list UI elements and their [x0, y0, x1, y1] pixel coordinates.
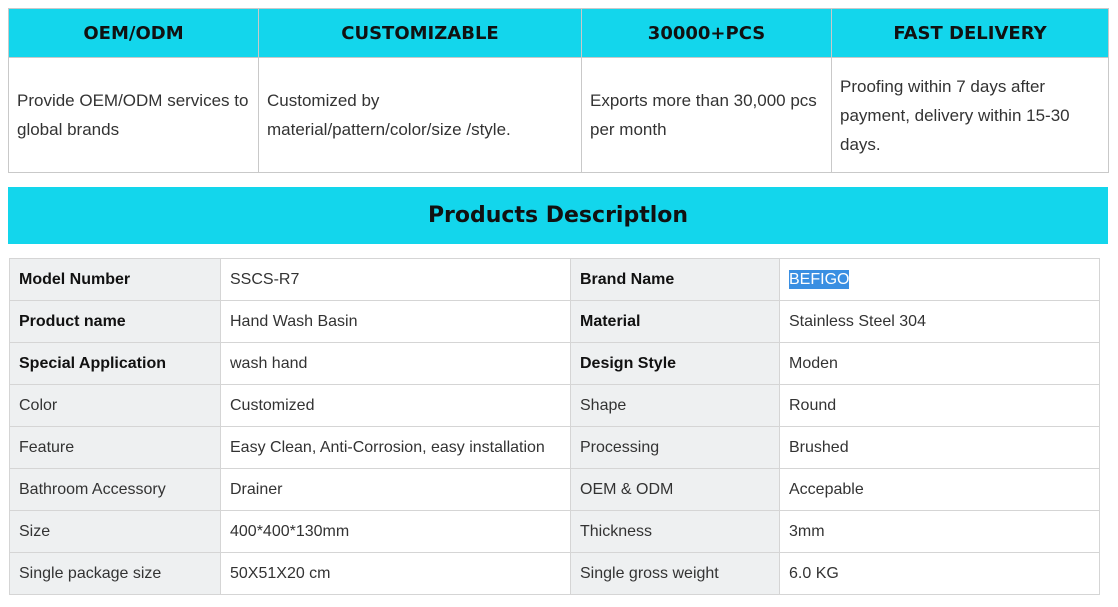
spec-value: SSCS-R7 — [220, 258, 571, 301]
spec-value: Round — [779, 384, 1100, 427]
features-table: OEM/ODM CUSTOMIZABLE 30000+PCS FAST DELI… — [8, 8, 1109, 173]
spec-label: Thickness — [570, 510, 780, 553]
table-row: Color Customized Shape Round — [9, 384, 1100, 427]
spec-value: Accepable — [779, 468, 1100, 511]
feature-description-customizable: Customized by material/pattern/color/siz… — [258, 57, 582, 173]
table-row: Bathroom Accessory Drainer OEM & ODM Acc… — [9, 468, 1100, 511]
feature-header-fast-delivery: FAST DELIVERY — [831, 8, 1109, 58]
spec-label: Special Application — [9, 342, 221, 385]
selected-text[interactable]: BEFIGO — [789, 269, 850, 289]
table-row: Feature Easy Clean, Anti-Corrosion, easy… — [9, 426, 1100, 469]
spec-value: 3mm — [779, 510, 1100, 553]
spec-value: 50X51X20 cm — [220, 552, 571, 595]
table-row: Product name Hand Wash Basin Material St… — [9, 300, 1100, 343]
spec-value: 6.0 KG — [779, 552, 1100, 595]
feature-description-oem-odm: Provide OEM/ODM services to global brand… — [8, 57, 259, 173]
table-row: Single package size 50X51X20 cm Single g… — [9, 552, 1100, 595]
section-title: Products Descriptlon — [427, 203, 689, 228]
spec-label: Model Number — [9, 258, 221, 301]
spec-value: wash hand — [220, 342, 571, 385]
spec-value: Customized — [220, 384, 571, 427]
feature-header-oem-odm: OEM/ODM — [8, 8, 259, 58]
spec-label: Single package size — [9, 552, 221, 595]
spec-label: Size — [9, 510, 221, 553]
spec-label: Product name — [9, 300, 221, 343]
spec-value: Easy Clean, Anti-Corrosion, easy install… — [220, 426, 571, 469]
specs-table: Model Number SSCS-R7 Brand Name BEFIGO P… — [9, 258, 1100, 595]
spec-value: 400*400*130mm — [220, 510, 571, 553]
spec-value: Stainless Steel 304 — [779, 300, 1100, 343]
features-header-row: OEM/ODM CUSTOMIZABLE 30000+PCS FAST DELI… — [8, 8, 1109, 58]
table-row: Special Application wash hand Design Sty… — [9, 342, 1100, 385]
table-row: Model Number SSCS-R7 Brand Name BEFIGO — [9, 258, 1100, 301]
spec-label: Bathroom Accessory — [9, 468, 221, 511]
spec-label: Single gross weight — [570, 552, 780, 595]
spec-value: Moden — [779, 342, 1100, 385]
spec-label: Brand Name — [570, 258, 780, 301]
spec-label: OEM & ODM — [570, 468, 780, 511]
table-row: Size 400*400*130mm Thickness 3mm — [9, 510, 1100, 553]
spec-label: Feature — [9, 426, 221, 469]
spec-label: Shape — [570, 384, 780, 427]
spec-label: Material — [570, 300, 780, 343]
spec-label: Processing — [570, 426, 780, 469]
feature-description-capacity: Exports more than 30,000 pcs per month — [581, 57, 832, 173]
spec-label: Design Style — [570, 342, 780, 385]
feature-header-customizable: CUSTOMIZABLE — [258, 8, 582, 58]
section-banner: Products Descriptlon — [8, 187, 1108, 244]
features-description-row: Provide OEM/ODM services to global brand… — [8, 57, 1109, 173]
spec-value: BEFIGO — [779, 258, 1100, 301]
feature-description-fast-delivery: Proofing within 7 days after payment, de… — [831, 57, 1109, 173]
spec-value: Hand Wash Basin — [220, 300, 571, 343]
spec-label: Color — [9, 384, 221, 427]
spec-value: Brushed — [779, 426, 1100, 469]
feature-header-capacity: 30000+PCS — [581, 8, 832, 58]
spec-value: Drainer — [220, 468, 571, 511]
